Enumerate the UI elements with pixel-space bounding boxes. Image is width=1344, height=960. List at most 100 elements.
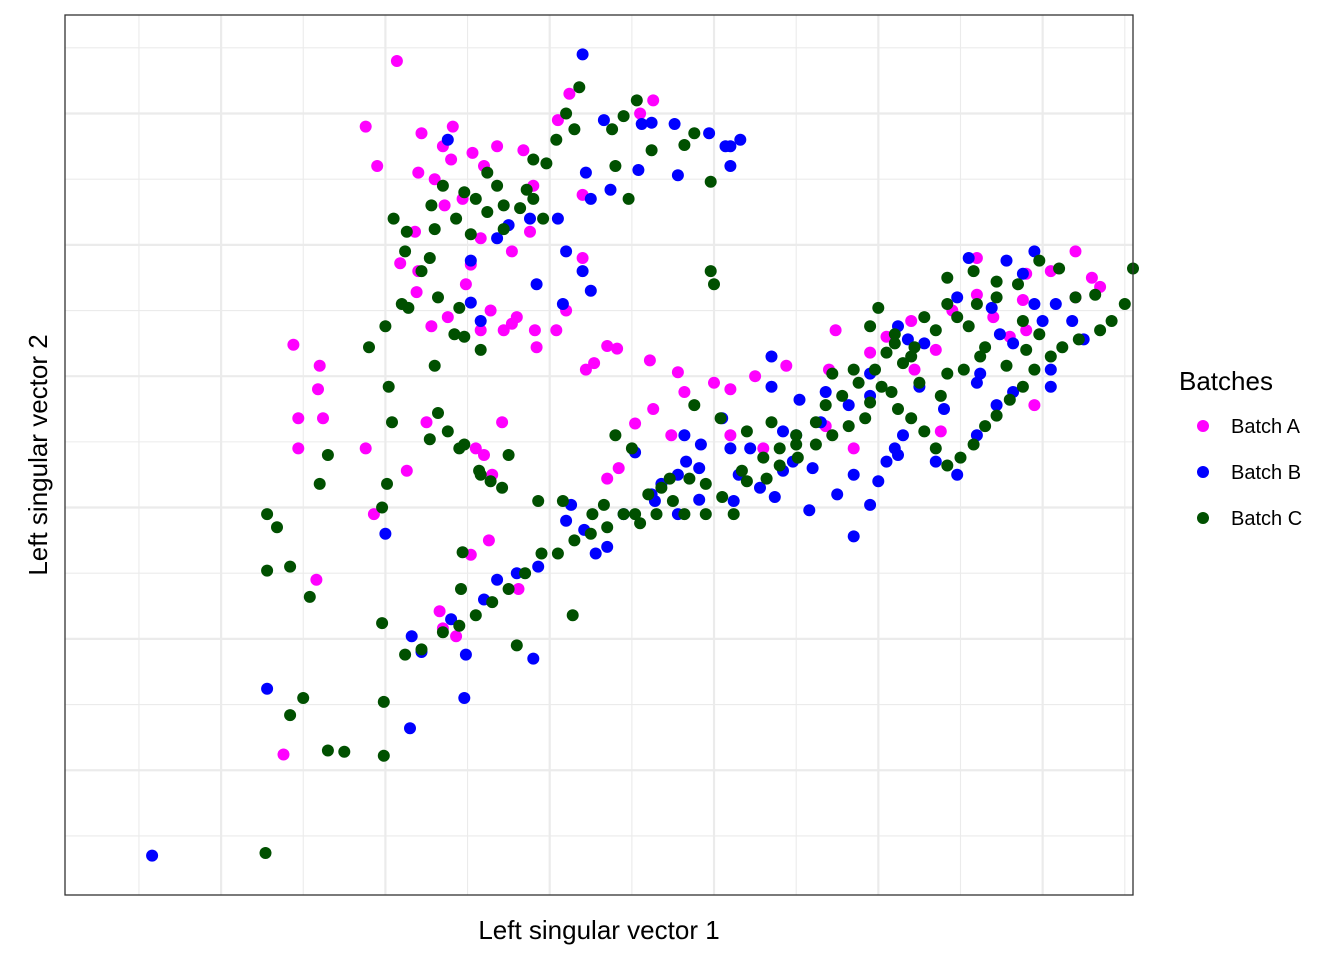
data-point	[847, 530, 860, 543]
data-point	[491, 140, 504, 153]
data-point	[974, 350, 987, 363]
data-point	[491, 573, 504, 586]
data-point	[466, 146, 479, 159]
data-point	[497, 199, 510, 212]
data-point	[387, 212, 400, 225]
data-point	[550, 133, 563, 146]
data-point	[573, 81, 586, 94]
data-point	[836, 389, 849, 402]
legend-key-batch-b	[1197, 466, 1209, 478]
data-point	[806, 462, 819, 475]
data-point	[287, 338, 300, 351]
data-point	[734, 133, 747, 146]
data-point	[714, 412, 727, 425]
data-point	[1033, 254, 1046, 267]
data-point	[496, 481, 509, 494]
data-point	[826, 367, 839, 380]
data-point	[970, 288, 983, 301]
data-point	[532, 495, 545, 507]
data-point	[604, 183, 617, 196]
data-point	[313, 477, 326, 490]
data-point	[321, 744, 334, 757]
data-point	[404, 722, 416, 735]
data-point	[913, 376, 926, 389]
data-point	[852, 376, 865, 389]
data-point	[409, 225, 421, 238]
data-point	[875, 380, 888, 393]
data-point	[634, 107, 647, 120]
data-point	[313, 359, 326, 372]
data-point	[727, 495, 740, 507]
data-point	[918, 337, 931, 350]
data-point	[683, 472, 696, 485]
data-point	[716, 491, 729, 503]
series-batch-a	[277, 55, 1107, 761]
data-point	[708, 278, 720, 291]
data-point	[441, 311, 454, 324]
data-point	[650, 508, 663, 521]
data-point	[415, 643, 428, 656]
data-point	[606, 123, 619, 136]
legend-key-batch-a	[1197, 420, 1209, 432]
data-point	[474, 468, 487, 481]
data-point	[589, 547, 602, 560]
data-point	[491, 232, 504, 245]
data-point	[880, 455, 893, 468]
data-point	[568, 534, 581, 547]
data-point	[400, 225, 413, 238]
data-point	[970, 298, 983, 310]
data-point	[740, 425, 753, 438]
data-point	[693, 462, 706, 475]
data-point	[643, 354, 656, 367]
data-point	[441, 133, 454, 146]
data-point	[376, 501, 389, 514]
data-point	[560, 107, 573, 120]
data-point	[1020, 324, 1033, 337]
data-point	[284, 560, 297, 573]
data-point	[765, 416, 778, 429]
data-point	[453, 301, 466, 314]
data-point	[601, 340, 614, 352]
data-point	[425, 199, 438, 212]
data-point	[951, 311, 964, 324]
data-point	[749, 370, 762, 383]
data-point	[576, 265, 589, 278]
data-point	[524, 225, 536, 238]
series-batch-c	[259, 81, 1139, 859]
data-point	[405, 630, 418, 643]
data-point	[941, 459, 954, 472]
data-point	[1000, 254, 1013, 267]
data-point	[724, 429, 737, 442]
data-point	[527, 192, 540, 205]
data-point	[647, 94, 660, 107]
data-point	[773, 442, 786, 455]
data-point	[938, 403, 950, 415]
data-point	[970, 429, 983, 442]
data-point	[1028, 245, 1041, 258]
data-point	[704, 175, 717, 188]
data-point	[727, 508, 740, 521]
data-point	[402, 301, 415, 314]
data-point	[505, 317, 518, 330]
data-point	[897, 429, 909, 442]
data-point	[459, 278, 472, 291]
data-point	[1094, 324, 1107, 337]
data-point	[1016, 294, 1029, 306]
data-point	[629, 508, 642, 521]
legend-label-batch-c: Batch C	[1231, 508, 1302, 530]
data-point	[704, 265, 717, 278]
data-point	[464, 296, 477, 309]
data-point	[261, 508, 274, 521]
data-point	[1118, 298, 1131, 310]
data-point	[338, 745, 351, 758]
data-point	[519, 567, 532, 580]
data-point	[377, 749, 390, 762]
data-point	[842, 420, 855, 433]
grid	[65, 15, 1133, 895]
data-point	[905, 350, 918, 363]
data-point	[453, 619, 466, 632]
data-point	[448, 328, 461, 341]
data-point	[412, 166, 425, 179]
data-point	[1016, 380, 1029, 393]
